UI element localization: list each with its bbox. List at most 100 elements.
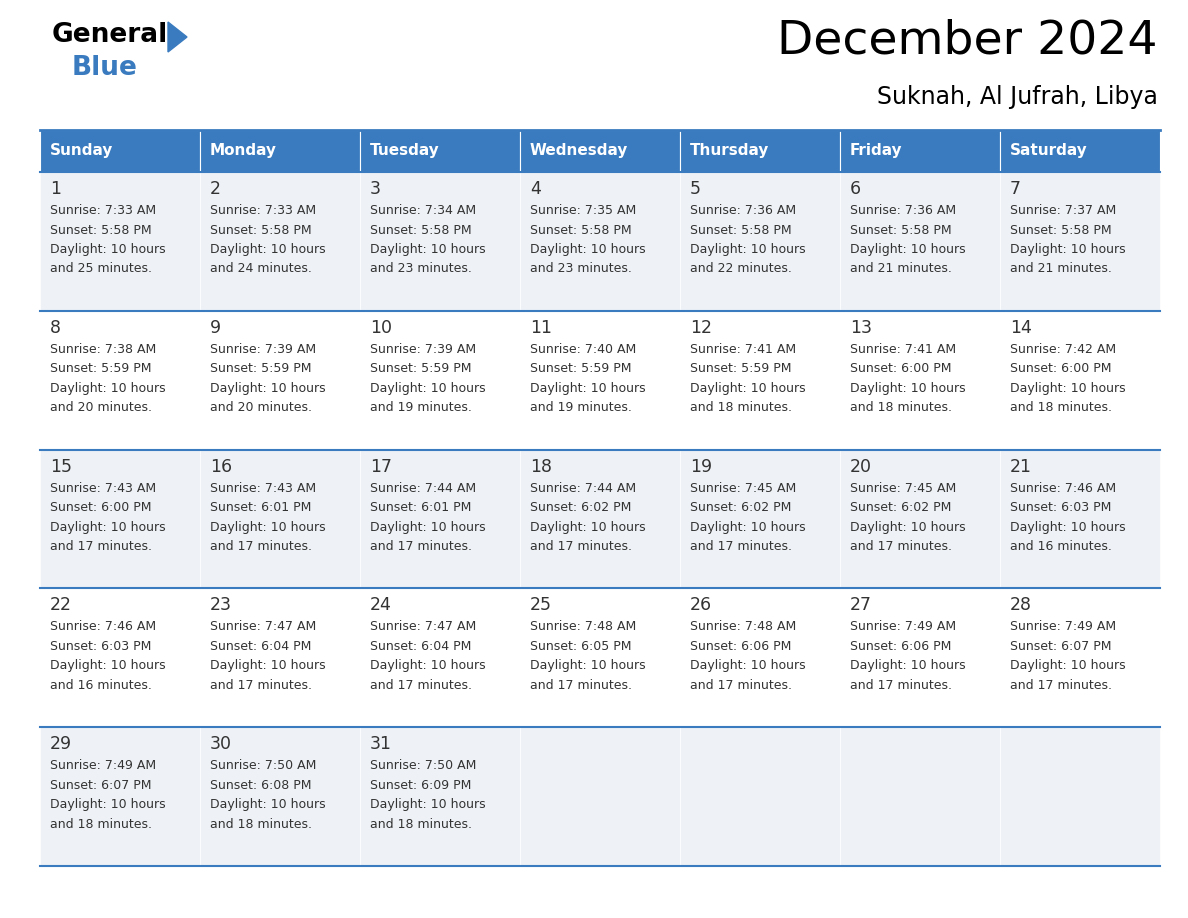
Text: Sunday: Sunday — [50, 143, 113, 159]
Text: Sunset: 6:01 PM: Sunset: 6:01 PM — [210, 501, 311, 514]
Text: Blue: Blue — [72, 55, 138, 81]
Text: Sunset: 5:58 PM: Sunset: 5:58 PM — [1010, 223, 1112, 237]
Text: Suknah, Al Jufrah, Libya: Suknah, Al Jufrah, Libya — [877, 85, 1158, 109]
Bar — [1000, 588, 1159, 727]
Bar — [1000, 727, 1159, 866]
Text: 2: 2 — [210, 180, 221, 198]
Text: Saturday: Saturday — [1010, 143, 1088, 159]
Text: 15: 15 — [50, 457, 72, 476]
Text: Sunrise: 7:50 AM: Sunrise: 7:50 AM — [210, 759, 316, 772]
Text: and 17 minutes.: and 17 minutes. — [210, 540, 312, 554]
Bar — [840, 130, 1000, 172]
Text: 26: 26 — [690, 597, 712, 614]
Text: Daylight: 10 hours: Daylight: 10 hours — [210, 382, 326, 395]
Bar — [520, 311, 680, 450]
Text: and 21 minutes.: and 21 minutes. — [849, 263, 952, 275]
Text: Sunrise: 7:39 AM: Sunrise: 7:39 AM — [210, 342, 316, 356]
Polygon shape — [168, 22, 187, 52]
Text: Sunset: 6:03 PM: Sunset: 6:03 PM — [1010, 501, 1112, 514]
Text: and 17 minutes.: and 17 minutes. — [369, 540, 472, 554]
Text: Sunset: 6:06 PM: Sunset: 6:06 PM — [849, 640, 952, 653]
Text: Daylight: 10 hours: Daylight: 10 hours — [50, 798, 165, 812]
Text: Sunrise: 7:46 AM: Sunrise: 7:46 AM — [1010, 482, 1116, 495]
Bar — [40, 130, 200, 172]
Text: and 17 minutes.: and 17 minutes. — [849, 679, 952, 692]
Text: 9: 9 — [210, 319, 221, 337]
Text: Sunset: 6:06 PM: Sunset: 6:06 PM — [690, 640, 791, 653]
Text: Sunset: 5:58 PM: Sunset: 5:58 PM — [210, 223, 311, 237]
Text: Sunset: 5:58 PM: Sunset: 5:58 PM — [50, 223, 152, 237]
Text: Sunrise: 7:45 AM: Sunrise: 7:45 AM — [690, 482, 796, 495]
Text: Daylight: 10 hours: Daylight: 10 hours — [690, 382, 805, 395]
Text: and 18 minutes.: and 18 minutes. — [849, 401, 952, 414]
Text: Sunset: 6:01 PM: Sunset: 6:01 PM — [369, 501, 472, 514]
Bar — [360, 727, 520, 866]
Text: Sunrise: 7:43 AM: Sunrise: 7:43 AM — [50, 482, 156, 495]
Text: Sunset: 5:58 PM: Sunset: 5:58 PM — [530, 223, 632, 237]
Text: and 18 minutes.: and 18 minutes. — [1010, 401, 1112, 414]
Text: Sunset: 6:03 PM: Sunset: 6:03 PM — [50, 640, 151, 653]
Text: and 25 minutes.: and 25 minutes. — [50, 263, 152, 275]
Text: Sunrise: 7:33 AM: Sunrise: 7:33 AM — [210, 204, 316, 217]
Bar — [840, 727, 1000, 866]
Text: Wednesday: Wednesday — [530, 143, 628, 159]
Text: Daylight: 10 hours: Daylight: 10 hours — [50, 382, 165, 395]
Bar — [520, 450, 680, 588]
Text: and 17 minutes.: and 17 minutes. — [1010, 679, 1112, 692]
Text: Daylight: 10 hours: Daylight: 10 hours — [849, 659, 966, 672]
Text: and 24 minutes.: and 24 minutes. — [210, 263, 312, 275]
Bar — [840, 311, 1000, 450]
Text: Sunrise: 7:38 AM: Sunrise: 7:38 AM — [50, 342, 157, 356]
Bar — [360, 130, 520, 172]
Text: Sunrise: 7:49 AM: Sunrise: 7:49 AM — [50, 759, 156, 772]
Text: Sunset: 5:58 PM: Sunset: 5:58 PM — [849, 223, 952, 237]
Text: and 17 minutes.: and 17 minutes. — [690, 679, 792, 692]
Text: Daylight: 10 hours: Daylight: 10 hours — [849, 382, 966, 395]
Bar — [200, 130, 360, 172]
Text: 13: 13 — [849, 319, 872, 337]
Text: Sunrise: 7:36 AM: Sunrise: 7:36 AM — [690, 204, 796, 217]
Text: Sunrise: 7:41 AM: Sunrise: 7:41 AM — [690, 342, 796, 356]
Text: 24: 24 — [369, 597, 392, 614]
Text: Sunset: 6:00 PM: Sunset: 6:00 PM — [1010, 363, 1112, 375]
Text: 14: 14 — [1010, 319, 1032, 337]
Text: 5: 5 — [690, 180, 701, 198]
Text: and 17 minutes.: and 17 minutes. — [369, 679, 472, 692]
Text: 22: 22 — [50, 597, 72, 614]
Text: Sunrise: 7:50 AM: Sunrise: 7:50 AM — [369, 759, 476, 772]
Text: Sunset: 5:59 PM: Sunset: 5:59 PM — [690, 363, 791, 375]
Bar — [680, 588, 840, 727]
Text: 3: 3 — [369, 180, 381, 198]
Text: and 17 minutes.: and 17 minutes. — [530, 540, 632, 554]
Text: Sunset: 6:08 PM: Sunset: 6:08 PM — [210, 778, 311, 791]
Text: and 16 minutes.: and 16 minutes. — [50, 679, 152, 692]
Text: Daylight: 10 hours: Daylight: 10 hours — [1010, 243, 1125, 256]
Text: Daylight: 10 hours: Daylight: 10 hours — [369, 382, 486, 395]
Bar — [360, 311, 520, 450]
Text: 12: 12 — [690, 319, 712, 337]
Text: Daylight: 10 hours: Daylight: 10 hours — [50, 659, 165, 672]
Text: 4: 4 — [530, 180, 541, 198]
Bar — [520, 172, 680, 311]
Text: Daylight: 10 hours: Daylight: 10 hours — [1010, 659, 1125, 672]
Bar — [360, 588, 520, 727]
Bar — [40, 311, 200, 450]
Text: and 23 minutes.: and 23 minutes. — [530, 263, 632, 275]
Text: Daylight: 10 hours: Daylight: 10 hours — [210, 798, 326, 812]
Bar — [200, 172, 360, 311]
Text: 29: 29 — [50, 735, 72, 753]
Bar — [520, 588, 680, 727]
Text: Daylight: 10 hours: Daylight: 10 hours — [1010, 382, 1125, 395]
Text: Daylight: 10 hours: Daylight: 10 hours — [210, 243, 326, 256]
Bar — [680, 727, 840, 866]
Bar — [1000, 130, 1159, 172]
Text: 31: 31 — [369, 735, 392, 753]
Text: Friday: Friday — [849, 143, 903, 159]
Bar — [40, 172, 200, 311]
Text: Sunrise: 7:36 AM: Sunrise: 7:36 AM — [849, 204, 956, 217]
Text: 21: 21 — [1010, 457, 1032, 476]
Text: Sunset: 6:05 PM: Sunset: 6:05 PM — [530, 640, 632, 653]
Bar — [680, 450, 840, 588]
Text: Sunrise: 7:44 AM: Sunrise: 7:44 AM — [530, 482, 636, 495]
Text: and 23 minutes.: and 23 minutes. — [369, 263, 472, 275]
